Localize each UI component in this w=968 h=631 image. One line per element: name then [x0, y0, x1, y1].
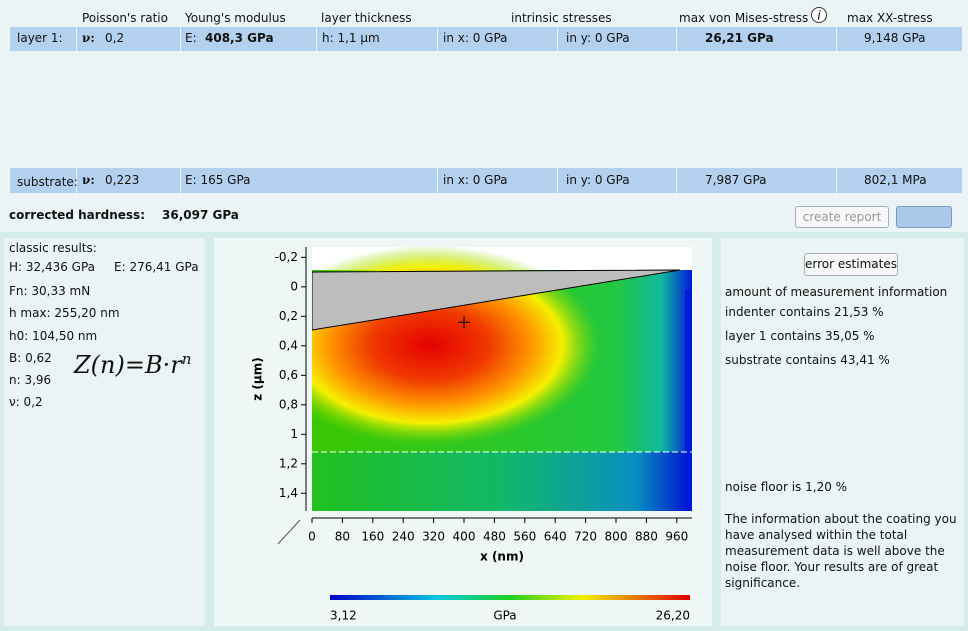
y-axis-label: z (µm)	[251, 357, 265, 400]
text: indenter contains 21,53 %	[725, 305, 884, 319]
x-tick-label: 880	[635, 530, 658, 544]
col-header: max XX-stress	[847, 11, 933, 25]
y-tick-label: 0,6	[279, 368, 298, 382]
nu: 0,2	[105, 31, 125, 45]
text: amount of measurement information	[725, 285, 948, 299]
nu: 0,223	[105, 173, 140, 187]
create-report-button[interactable]: create report	[795, 206, 889, 228]
info-icon[interactable]: i	[809, 6, 829, 24]
colorbar	[330, 595, 690, 600]
text: Fn: 30,33 mN	[9, 284, 91, 298]
error-estimates-button[interactable]: error estimates	[804, 253, 898, 276]
y-tick-label: 1	[290, 427, 298, 441]
col-header: Poisson's ratio	[82, 11, 168, 25]
y-tick-label: 0,2	[279, 309, 298, 323]
y-tick-label: 0,4	[279, 338, 298, 352]
x-tick-label: 720	[574, 530, 597, 544]
stress-x: in x: 0 GPa	[443, 173, 508, 187]
col-header: layer thickness	[321, 11, 412, 25]
e-symbol: E:	[185, 31, 197, 45]
formula-exponent: n	[181, 350, 192, 368]
row-label: substrate:	[17, 175, 78, 189]
youngs-modulus: E: 165 GPa	[185, 173, 251, 187]
text: E: 276,41 GPa	[114, 260, 199, 274]
y-tick-label: 1,4	[279, 486, 298, 500]
y-tick-label: -0,2	[275, 250, 298, 264]
view-toggle[interactable]	[896, 206, 952, 228]
formula-base: Z(n)=B·r	[74, 351, 182, 379]
svg-text:i: i	[817, 9, 821, 23]
mises: 26,21 GPa	[705, 31, 774, 45]
x-tick-label: 800	[605, 530, 628, 544]
colorbar-max: 26,20	[656, 609, 690, 623]
error-panel: error estimates amount of measurement in…	[721, 238, 964, 626]
text: classic results:	[9, 241, 97, 255]
col-header: max von Mises-stress	[679, 11, 809, 25]
text: noise floor is 1,20 %	[725, 480, 848, 494]
x-tick-label: 80	[335, 530, 350, 544]
row-label: layer 1:	[17, 31, 63, 45]
nu-symbol: ν:	[82, 173, 95, 187]
stress-x: in x: 0 GPa	[443, 31, 508, 45]
colorbar-min: 3,12	[330, 609, 357, 623]
xx-stress: 9,148 GPa	[864, 31, 926, 45]
text: layer 1 contains 35,05 %	[725, 329, 875, 343]
formula: Z(n)=B·rn	[74, 350, 191, 379]
col-header: intrinsic stresses	[511, 11, 612, 25]
text: ν: 0,2	[9, 395, 43, 409]
x-tick-label: 160	[361, 530, 384, 544]
y-tick-label: 1,2	[279, 456, 298, 470]
x-tick-label: 960	[665, 530, 688, 544]
layer-row[interactable]: layer 1: ν: 0,2 E: 408,3 GPa h: 1,1 µm i…	[10, 27, 962, 51]
heatmap	[312, 247, 692, 511]
colorbar-unit: GPa	[493, 609, 516, 623]
youngs-modulus: 408,3 GPa	[205, 31, 274, 45]
xx-stress: 802,1 MPa	[864, 173, 927, 187]
x-tick-label: 0	[308, 530, 316, 544]
max-marker	[458, 316, 470, 329]
text: h0: 104,50 nm	[9, 329, 98, 343]
nu-symbol: ν:	[82, 31, 95, 45]
x-tick-label: 240	[392, 530, 415, 544]
decor-line	[277, 519, 301, 545]
stress-y: in y: 0 GPa	[566, 31, 630, 45]
thickness: h: 1,1 µm	[322, 31, 380, 45]
classic-panel: classic results: H: 32,436 GPa E: 276,41…	[4, 238, 205, 626]
substrate-row[interactable]: substrate: ν: 0,223 E: 165 GPa in x: 0 G…	[10, 168, 962, 193]
text: substrate contains 43,41 %	[725, 353, 890, 367]
y-tick-label: 0	[290, 279, 298, 293]
x-tick-label: 560	[513, 530, 536, 544]
col-header: Young's modulus	[185, 11, 286, 25]
y-tick-label: 0,8	[279, 397, 298, 411]
paragraph: The information about the coating you ha…	[725, 512, 957, 590]
hardness-value: 36,097 GPa	[162, 208, 239, 222]
x-axis-label: x (nm)	[480, 550, 524, 564]
x-tick-label: 640	[544, 530, 567, 544]
x-tick-label: 400	[453, 530, 476, 544]
x-tick-label: 480	[483, 530, 506, 544]
stress-y: in y: 0 GPa	[566, 173, 630, 187]
hardness-label: corrected hardness:	[9, 208, 146, 222]
text: H: 32,436 GPa	[9, 260, 96, 274]
text: B: 0,62	[9, 351, 52, 365]
text: h max: 255,20 nm	[9, 306, 120, 320]
text: n: 3,96	[9, 373, 52, 387]
mises: 7,987 GPa	[705, 173, 767, 187]
x-tick-label: 320	[422, 530, 445, 544]
